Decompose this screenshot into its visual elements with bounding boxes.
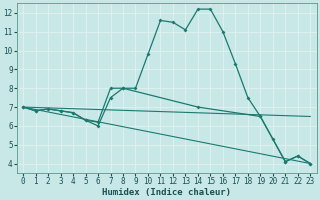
X-axis label: Humidex (Indice chaleur): Humidex (Indice chaleur)	[102, 188, 231, 197]
